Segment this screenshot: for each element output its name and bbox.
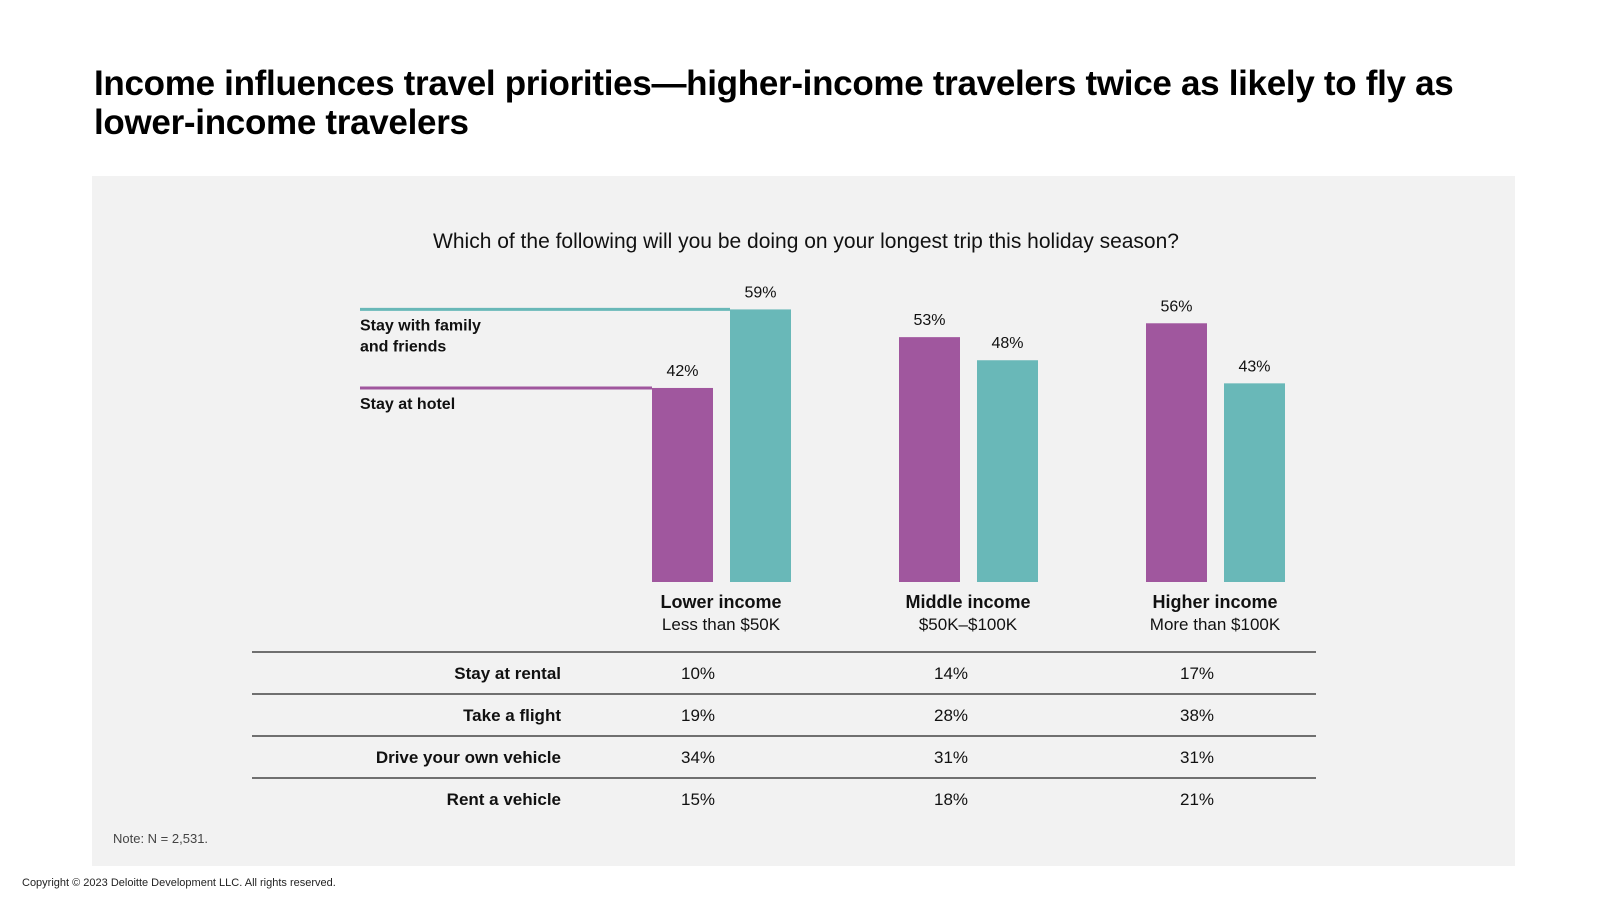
bar-stay-with-family-and-friends-higher-income: [1224, 383, 1285, 582]
table-cell-stay-at-rental-higher-income: 17%: [1180, 664, 1214, 683]
table-cell-take-a-flight-higher-income: 38%: [1180, 706, 1214, 725]
table-cell-stay-at-rental-middle-income: 14%: [934, 664, 968, 683]
bar-stay-at-hotel-higher-income: [1146, 323, 1207, 582]
table-cell-rent-a-vehicle-lower-income: 15%: [681, 790, 715, 809]
table-cell-rent-a-vehicle-higher-income: 21%: [1180, 790, 1214, 809]
bar-stay-with-family-and-friends-lower-income: [730, 309, 791, 582]
data-label-stay-at-hotel-higher-income: 56%: [1160, 298, 1192, 315]
data-label-stay-with-family-and-friends-higher-income: 43%: [1238, 358, 1270, 375]
page-title: Income influences travel priorities—high…: [94, 64, 1454, 142]
table-cell-drive-your-own-vehicle-middle-income: 31%: [934, 748, 968, 767]
table-row-label-stay-at-rental: Stay at rental: [454, 664, 561, 683]
legend-label-stay-with-family-and-friends-2: and friends: [360, 338, 446, 355]
category-label-lower-income: Lower income: [660, 592, 781, 612]
legend-label-stay-with-family-and-friends-1: Stay with family: [360, 317, 481, 334]
table-cell-rent-a-vehicle-middle-income: 18%: [934, 790, 968, 809]
category-sublabel-middle-income: $50K–$100K: [919, 615, 1018, 634]
copyright-text: Copyright © 2023 Deloitte Development LL…: [22, 877, 336, 889]
table-row-label-drive-your-own-vehicle: Drive your own vehicle: [376, 748, 561, 767]
chart-note: Note: N = 2,531.: [113, 831, 208, 846]
table-row-label-rent-a-vehicle: Rent a vehicle: [447, 790, 561, 809]
category-sublabel-lower-income: Less than $50K: [662, 615, 781, 634]
table-row-label-take-a-flight: Take a flight: [463, 706, 561, 725]
data-label-stay-with-family-and-friends-middle-income: 48%: [991, 335, 1023, 352]
bar-stay-with-family-and-friends-middle-income: [977, 360, 1038, 582]
data-label-stay-with-family-and-friends-lower-income: 59%: [744, 284, 776, 301]
table-cell-take-a-flight-middle-income: 28%: [934, 706, 968, 725]
table-cell-drive-your-own-vehicle-higher-income: 31%: [1180, 748, 1214, 767]
legend-label-stay-at-hotel: Stay at hotel: [360, 396, 455, 413]
chart: Which of the following will you be doing…: [113, 230, 1316, 846]
table-cell-stay-at-rental-lower-income: 10%: [681, 664, 715, 683]
data-label-stay-at-hotel-middle-income: 53%: [913, 312, 945, 329]
bar-stay-at-hotel-middle-income: [899, 337, 960, 582]
category-sublabel-higher-income: More than $100K: [1150, 615, 1281, 634]
category-label-higher-income: Higher income: [1152, 592, 1277, 612]
chart-panel: Which of the following will you be doing…: [92, 176, 1515, 866]
table-cell-take-a-flight-lower-income: 19%: [681, 706, 715, 725]
category-label-middle-income: Middle income: [905, 592, 1030, 612]
table-cell-drive-your-own-vehicle-lower-income: 34%: [681, 748, 715, 767]
bar-stay-at-hotel-lower-income: [652, 387, 713, 582]
data-label-stay-at-hotel-lower-income: 42%: [666, 363, 698, 380]
chart-subtitle: Which of the following will you be doing…: [433, 230, 1179, 253]
